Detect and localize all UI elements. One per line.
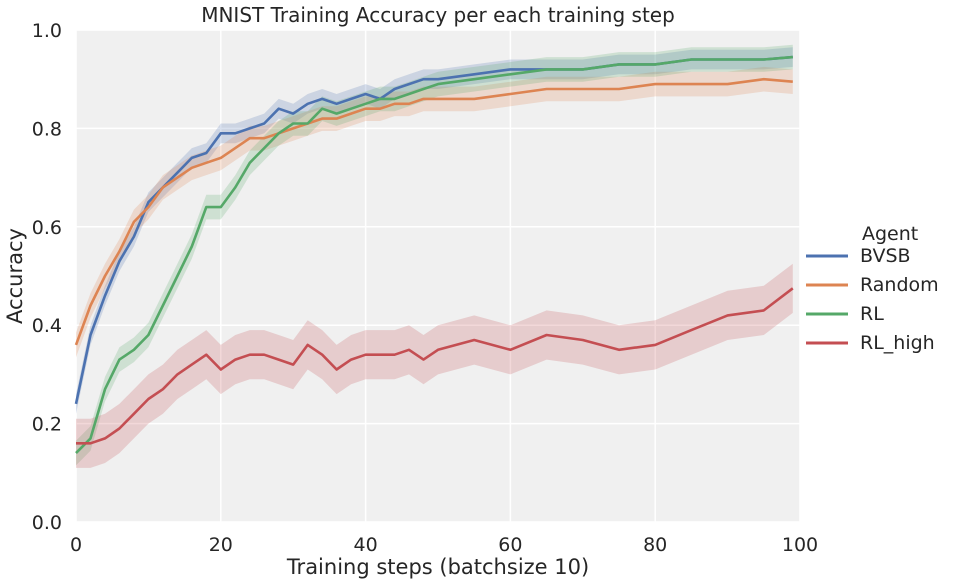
y-axis-label: Accuracy bbox=[3, 228, 27, 324]
y-tick-label: 0.6 bbox=[32, 217, 62, 239]
series-line-rl-high bbox=[76, 287, 794, 445]
x-tick-label: 40 bbox=[354, 534, 378, 556]
chart-title: MNIST Training Accuracy per each trainin… bbox=[201, 3, 675, 27]
series-line-random bbox=[74, 77, 793, 346]
x-tick-label: 80 bbox=[643, 534, 667, 556]
x-tick-label: 20 bbox=[209, 534, 233, 556]
band-rl-high bbox=[76, 263, 793, 468]
legend-entry: RL bbox=[860, 303, 884, 325]
y-tick-label: 0.2 bbox=[32, 414, 62, 436]
y-tick-labels: 0.0 0.2 0.4 0.6 0.8 1.0 bbox=[32, 20, 62, 534]
x-tick-label: 0 bbox=[70, 534, 82, 556]
series-line-rl bbox=[75, 55, 793, 455]
legend-entry: BVSB bbox=[860, 245, 911, 267]
y-tick-label: 0.8 bbox=[32, 118, 62, 140]
grid-lines bbox=[75, 29, 801, 523]
band-rl bbox=[76, 44, 793, 466]
y-tick-label: 0.4 bbox=[32, 315, 62, 337]
legend: Agent BVSB Random RL RL_high bbox=[806, 223, 939, 354]
x-axis-label: Training steps (batchsize 10) bbox=[286, 555, 589, 579]
legend-entry: Random bbox=[860, 274, 939, 296]
x-tick-label: 100 bbox=[782, 534, 818, 556]
x-tick-labels: 0 20 40 60 80 100 bbox=[70, 534, 818, 556]
x-tick-label: 60 bbox=[498, 534, 522, 556]
series-lines bbox=[74, 55, 794, 455]
y-tick-label: 0.0 bbox=[32, 512, 62, 534]
plot-background bbox=[76, 30, 800, 522]
legend-title: Agent bbox=[862, 223, 918, 245]
legend-entry: RL_high bbox=[860, 332, 935, 354]
y-tick-label: 1.0 bbox=[32, 20, 62, 42]
